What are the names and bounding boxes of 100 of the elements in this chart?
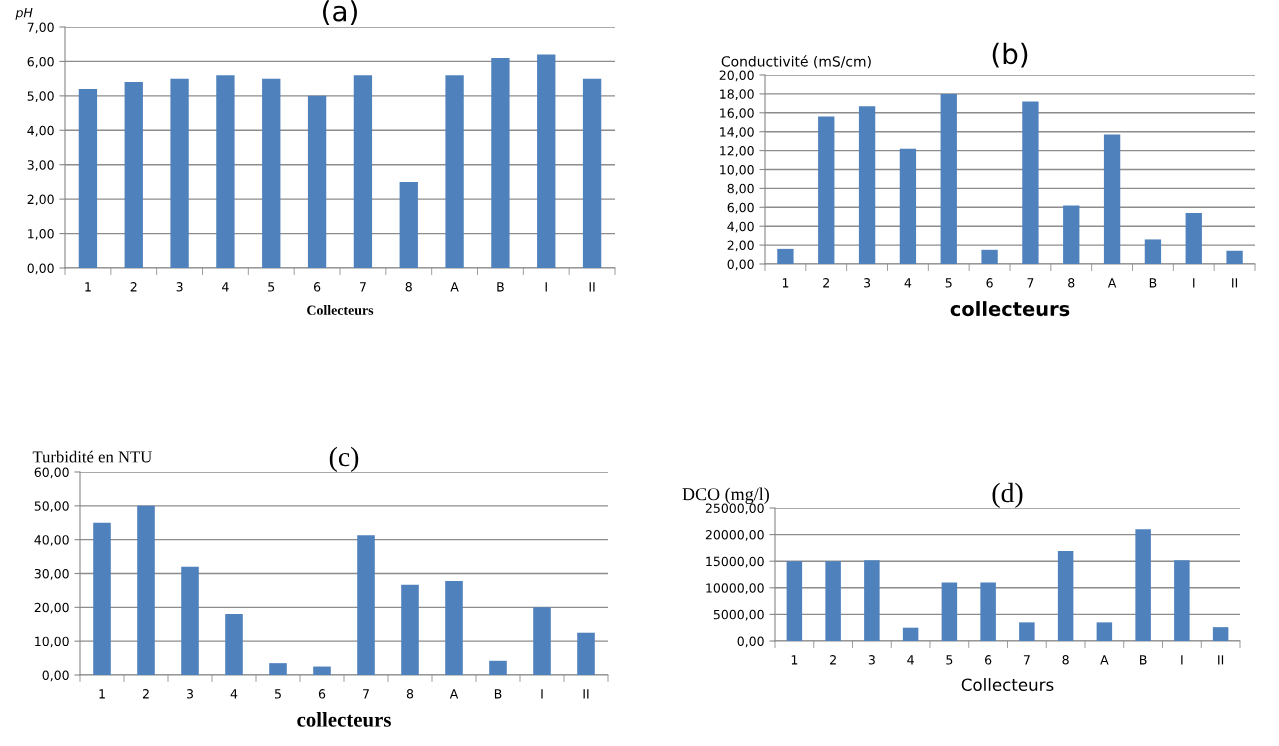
bar xyxy=(1057,551,1074,641)
y-tick-label: 5,00 xyxy=(27,91,54,103)
x-tick-label: 6 xyxy=(313,282,321,292)
x-tick-label: 7 xyxy=(1023,655,1030,665)
x-tick-label: II xyxy=(1218,655,1224,665)
y-tick-label: 12,00 xyxy=(720,146,754,157)
y-tick-label: 18,00 xyxy=(720,89,754,101)
y-tick-label: 0,00 xyxy=(27,263,54,275)
x-tick-label: 5 xyxy=(945,278,952,288)
y-tick-label: 30,00 xyxy=(34,568,69,580)
y-tick-label: 8,00 xyxy=(727,183,754,195)
y-tick-label: 20,00 xyxy=(719,70,754,82)
bar xyxy=(489,660,507,675)
bar xyxy=(262,78,281,268)
bar xyxy=(940,93,957,264)
x-tick-label: 2 xyxy=(830,655,836,665)
x-tick-label: B xyxy=(1140,655,1147,665)
x-tick-label: I xyxy=(541,689,543,699)
x-tick-label: 2 xyxy=(142,689,149,699)
bar xyxy=(401,584,419,675)
bar xyxy=(582,78,602,268)
y-tick-label: 16,00 xyxy=(720,108,754,119)
y-tick-label: 4,00 xyxy=(727,221,754,233)
x-tick-label: 8 xyxy=(405,282,412,292)
bar xyxy=(181,566,199,675)
x-tick-label: 8 xyxy=(406,689,414,699)
bar xyxy=(78,88,98,268)
bar xyxy=(941,582,958,641)
x-tick-label: 4 xyxy=(907,655,914,665)
x-tick-label: B xyxy=(1149,278,1157,288)
x-tick-label: 8 xyxy=(1068,278,1075,288)
x-tick-label: B xyxy=(494,689,502,699)
bar xyxy=(1019,622,1035,641)
bar xyxy=(353,75,373,268)
x-tick-label: 6 xyxy=(986,278,993,288)
y-tick-label: 5000,00 xyxy=(713,609,764,621)
bar xyxy=(825,561,841,641)
x-tick-label: A xyxy=(1107,278,1117,288)
bar xyxy=(1174,560,1190,641)
x-tick-label: 2 xyxy=(130,282,137,292)
bar xyxy=(533,607,551,675)
x-tick-label: 5 xyxy=(268,282,275,292)
bar xyxy=(980,582,996,641)
x-tick-label: A xyxy=(449,689,459,699)
x-tick-label: 4 xyxy=(904,278,912,288)
chart-title: (c) xyxy=(329,446,359,472)
y-tick-label: 3,00 xyxy=(27,160,54,171)
y-tick-label: 14,00 xyxy=(720,127,754,138)
x-tick-label: 4 xyxy=(222,282,229,292)
bar xyxy=(537,54,556,268)
bar xyxy=(1226,250,1243,264)
bar xyxy=(777,248,794,264)
y-tick-label: 1,00 xyxy=(28,229,54,240)
bar xyxy=(577,632,595,675)
y-axis-title: Conductivité (mS/cm) xyxy=(721,55,871,69)
y-tick-label: 10,00 xyxy=(720,164,754,176)
x-tick-label: 1 xyxy=(85,282,91,292)
y-tick-label: 20000,00 xyxy=(705,530,764,541)
bar xyxy=(307,95,327,268)
bar xyxy=(899,148,917,264)
y-tick-label: 2,00 xyxy=(27,194,54,206)
bar xyxy=(170,78,189,268)
y-tick-label: 0,00 xyxy=(42,670,69,682)
bar xyxy=(445,580,463,675)
y-tick-label: 10000,00 xyxy=(706,583,764,594)
x-tick-label: 6 xyxy=(985,655,992,665)
y-tick-label: 50,00 xyxy=(34,501,69,513)
bar xyxy=(357,535,375,675)
y-tick-label: 0,00 xyxy=(737,636,764,648)
bar xyxy=(981,249,998,264)
y-tick-label: 40,00 xyxy=(34,535,69,546)
y-axis-title: Turbidité en NTU xyxy=(32,450,152,463)
bar xyxy=(902,627,919,641)
bar xyxy=(1103,134,1121,264)
bar xyxy=(491,57,510,268)
bar xyxy=(93,522,111,675)
x-tick-label: 5 xyxy=(274,689,281,699)
y-tick-label: 15000,00 xyxy=(706,556,764,568)
bar xyxy=(1022,101,1039,264)
bar xyxy=(858,106,876,264)
x-tick-label: 7 xyxy=(359,282,366,292)
x-tick-label: I xyxy=(1193,278,1195,288)
x-tick-label: 3 xyxy=(186,689,193,699)
chart-title: (b) xyxy=(992,42,1028,68)
chart-title: (a) xyxy=(323,0,357,25)
x-tick-label: 3 xyxy=(176,282,183,292)
y-tick-label: 0,00 xyxy=(727,259,754,271)
y-tick-label: 6,00 xyxy=(727,202,754,214)
y-tick-label: 2,00 xyxy=(727,240,754,252)
x-tick-label: 1 xyxy=(99,689,105,699)
bar xyxy=(864,560,880,641)
x-tick-label: 1 xyxy=(791,655,798,665)
x-tick-label: A xyxy=(450,282,459,292)
x-tick-label: 5 xyxy=(946,655,953,665)
y-tick-label: 20,00 xyxy=(34,602,69,614)
x-tick-label: II xyxy=(583,689,589,699)
bar xyxy=(313,666,331,675)
x-tick-label: 7 xyxy=(363,689,369,699)
bar xyxy=(137,505,155,675)
x-axis-title: collecteurs xyxy=(297,712,391,727)
